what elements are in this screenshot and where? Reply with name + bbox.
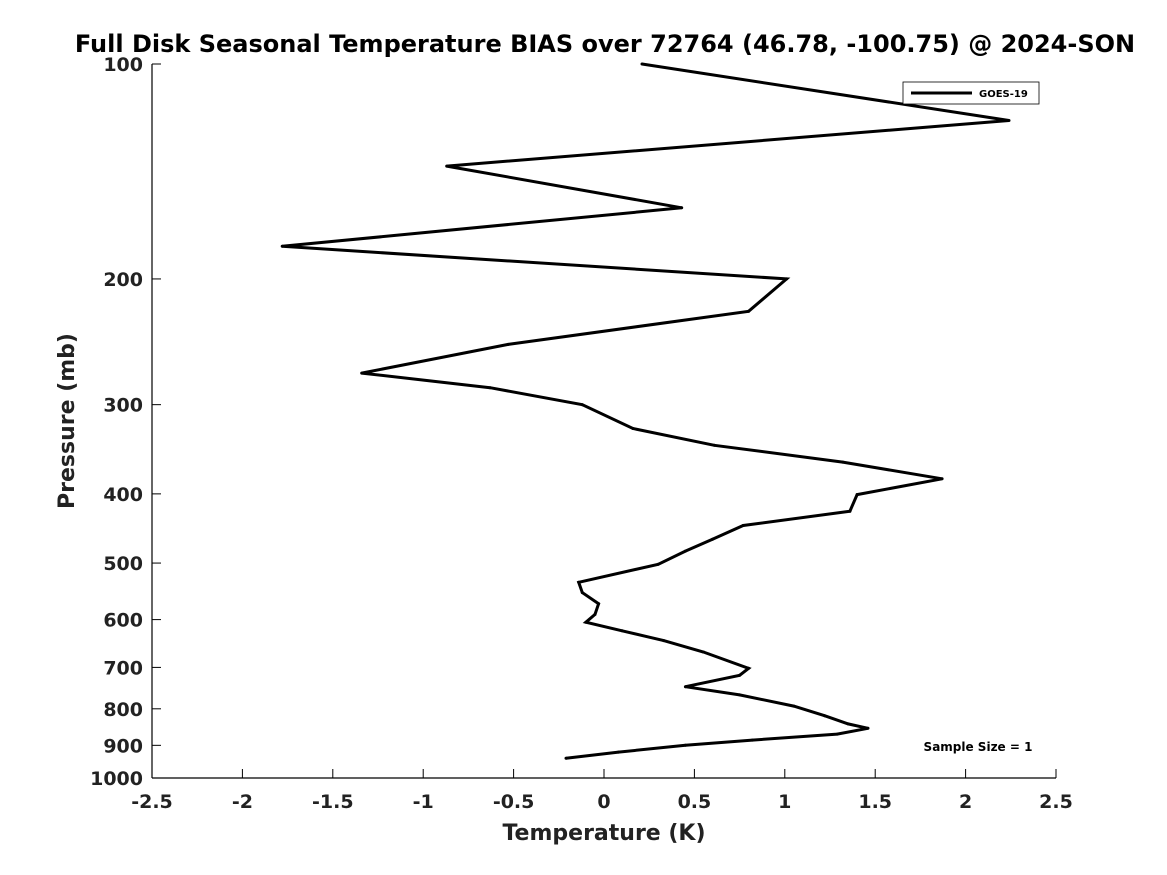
x-tick-label: -2 <box>232 791 253 813</box>
x-tick-label: 1.5 <box>858 791 892 813</box>
data-point <box>593 612 597 616</box>
y-ticks: 100 200 300 400 500 600 700 800 900 1000 <box>90 54 161 790</box>
data-point <box>738 693 742 697</box>
x-tick-label: -1.5 <box>312 791 354 813</box>
data-point <box>640 62 644 66</box>
legend-label-goes-19: GOES-19 <box>979 89 1028 100</box>
x-ticks: -2.5 -2 -1.5 -1 -0.5 0 0.5 1 1.5 2 2.5 <box>131 769 1073 813</box>
data-point <box>662 639 666 643</box>
y-tick-label: 200 <box>103 269 143 291</box>
chart-title: Full Disk Seasonal Temperature BIAS over… <box>75 30 1135 58</box>
data-point <box>680 206 684 210</box>
x-tick-label: 1 <box>778 791 791 813</box>
data-point <box>701 650 705 654</box>
x-tick-label: 2.5 <box>1039 791 1073 813</box>
y-axis-label: Pressure (mb) <box>55 333 80 509</box>
y-tick-label: 300 <box>103 395 143 417</box>
y-tick-label: 700 <box>103 657 143 679</box>
legend: GOES-19 <box>902 81 1040 105</box>
x-tick-label: 0 <box>597 791 610 813</box>
data-point <box>506 342 510 346</box>
data-point <box>711 537 714 541</box>
y-tick-label: 600 <box>103 610 143 632</box>
data-point <box>823 714 827 718</box>
series-line-goes-19 <box>282 62 1010 760</box>
y-tick-label: 900 <box>103 735 143 757</box>
y-tick-label: 500 <box>103 553 143 575</box>
data-point <box>683 549 687 553</box>
data-point <box>445 164 449 168</box>
data-point <box>617 750 620 754</box>
x-tick-label: -1 <box>413 791 434 813</box>
data-point <box>597 602 601 606</box>
data-point <box>750 738 754 742</box>
y-tick-label: 800 <box>103 699 143 721</box>
data-point <box>280 244 284 248</box>
data-point <box>846 722 850 726</box>
data-point <box>855 493 859 497</box>
data-point <box>940 477 944 481</box>
data-point <box>1007 119 1011 122</box>
data-point <box>848 509 852 513</box>
y-tick-label: 100 <box>103 54 143 76</box>
data-point <box>683 743 687 747</box>
x-tick-label: 0.5 <box>678 791 712 813</box>
data-point <box>580 591 584 595</box>
sample-size-annotation: Sample Size = 1 <box>924 740 1033 754</box>
data-point <box>835 732 839 736</box>
x-tick-label: -2.5 <box>131 791 173 813</box>
data-point <box>683 685 687 689</box>
x-axis-label: Temperature (K) <box>502 821 705 846</box>
data-point <box>866 726 870 730</box>
data-point <box>712 443 716 447</box>
x-tick-label: 2 <box>959 791 972 813</box>
data-point <box>360 371 364 375</box>
series-layer <box>280 62 1011 760</box>
plot-area <box>151 64 1056 779</box>
data-point <box>577 580 581 584</box>
data-point <box>738 673 742 677</box>
data-point <box>580 403 584 407</box>
data-point <box>584 620 588 624</box>
x-tick-label: -0.5 <box>493 791 535 813</box>
data-point <box>488 386 492 390</box>
data-point <box>631 427 635 430</box>
data-point <box>747 666 751 670</box>
data-point <box>741 524 745 527</box>
data-point <box>656 562 660 566</box>
data-point <box>785 277 789 281</box>
data-point <box>841 460 845 464</box>
data-point <box>792 704 796 708</box>
y-tick-label: 400 <box>103 484 143 506</box>
data-point <box>620 629 624 633</box>
y-tick-label: 1000 <box>90 768 143 790</box>
data-point <box>747 309 751 313</box>
data-point <box>564 756 568 760</box>
